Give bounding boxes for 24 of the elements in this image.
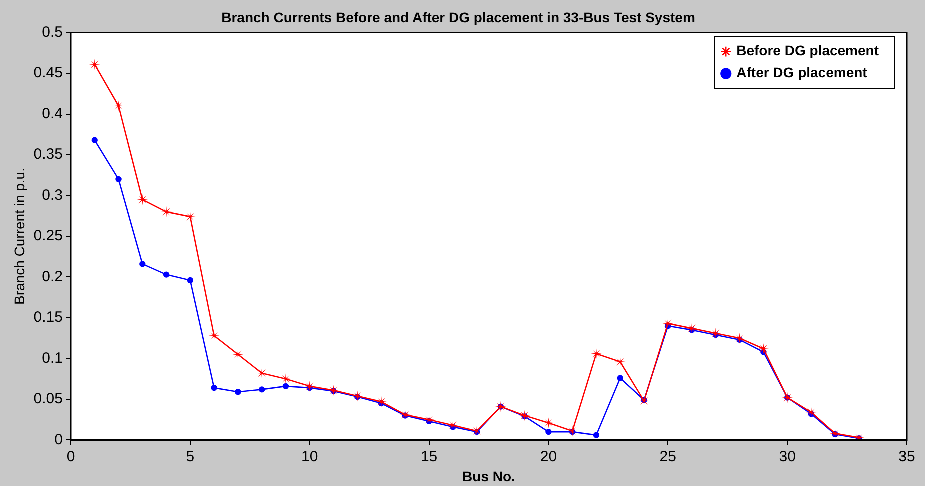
x-tick-label: 0 — [66, 448, 76, 466]
x-tick-label: 20 — [540, 448, 558, 466]
y-tick-label: 0.4 — [42, 105, 63, 122]
chart-title: Branch Currents Before and After DG placement in 33-Bus Test System — [222, 9, 696, 26]
y-tick-label: 0.3 — [42, 186, 63, 204]
x-axis-title: Bus No. — [462, 468, 516, 484]
y-tick-label: 0.1 — [42, 350, 63, 367]
x-tick-label: 25 — [660, 448, 676, 466]
legend-label: After DG placement — [736, 64, 868, 81]
x-tick-label: 15 — [420, 448, 438, 466]
y-tick-label: 0.25 — [34, 228, 63, 245]
x-tick-label: 5 — [186, 448, 195, 466]
x-tick-label: 10 — [302, 448, 318, 466]
y-tick-label: 0.15 — [34, 309, 63, 326]
y-tick-label: 0 — [54, 431, 63, 448]
legend-label: Before DG placement — [736, 42, 880, 59]
y-tick-label: 0.35 — [34, 146, 63, 164]
y-tick-label: 0.5 — [42, 24, 63, 41]
x-tick-label: 30 — [779, 448, 796, 466]
y-axis-title: Branch Current in p.u. — [11, 168, 28, 305]
y-tick-label: 0.45 — [34, 64, 63, 82]
y-tick-label: 0.05 — [34, 390, 63, 408]
x-tick-label: 35 — [898, 448, 916, 466]
y-tick-label: 0.2 — [42, 268, 63, 286]
